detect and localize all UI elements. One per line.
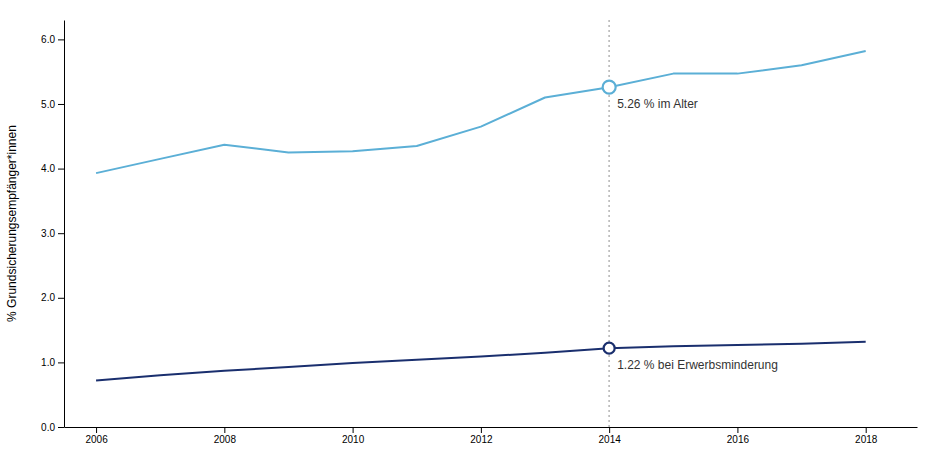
x-tick-mark <box>737 427 738 433</box>
y-tick-mark <box>58 233 64 234</box>
x-tick-mark <box>609 427 610 433</box>
y-tick-mark <box>58 362 64 363</box>
y-axis: 0.0 1.0 2.0 3.0 4.0 5.0 6.0 <box>41 21 64 433</box>
marks <box>96 20 866 427</box>
y-tick-label: 2.0 <box>41 292 55 303</box>
series-line <box>96 342 866 381</box>
x-tick-label: 2012 <box>470 434 493 445</box>
y-tick: 1.0 <box>41 357 64 368</box>
y-tick-mark <box>58 298 64 299</box>
y-tick: 6.0 <box>41 34 64 45</box>
x-tick-mark <box>481 427 482 433</box>
x-tick-mark <box>224 427 225 433</box>
x-tick-label: 2014 <box>599 434 622 445</box>
y-tick-mark <box>58 39 64 40</box>
y-tick: 2.0 <box>41 292 64 303</box>
y-tick-mark <box>58 169 64 170</box>
x-tick-label: 2016 <box>727 434 750 445</box>
highlight-marker <box>603 81 616 94</box>
y-tick-mark <box>58 104 64 105</box>
y-tick-mark <box>58 427 64 428</box>
x-tick: 2010 <box>342 427 365 445</box>
y-tick: 5.0 <box>41 99 64 110</box>
x-tick-mark <box>96 427 97 433</box>
x-axis: 2006 2008 2010 2012 2014 2016 2018 <box>65 427 918 445</box>
x-tick: 2018 <box>855 427 878 445</box>
y-tick-label: 6.0 <box>41 34 55 45</box>
y-tick-label: 5.0 <box>41 99 55 110</box>
y-tick: 3.0 <box>41 228 64 239</box>
y-tick-label: 4.0 <box>41 163 55 174</box>
plot: 2006 2008 2010 2012 2014 2016 2018 0.0 1.0 2.0 3.0… <box>5 20 918 445</box>
annotation: 5.26 % im Alter <box>617 97 698 111</box>
y-tick-label: 0.0 <box>41 422 55 433</box>
y-tick-label: 1.0 <box>41 357 55 368</box>
x-tick-mark <box>353 427 354 433</box>
series-line <box>96 51 866 173</box>
x-tick: 2006 <box>85 427 108 445</box>
x-tick-label: 2018 <box>855 434 878 445</box>
x-tick-label: 2008 <box>214 434 237 445</box>
y-tick-label: 3.0 <box>41 228 55 239</box>
y-axis-line <box>64 21 65 428</box>
x-tick: 2014 <box>599 427 622 445</box>
x-tick: 2016 <box>727 427 750 445</box>
annotations: 5.26 % im Alter 1.22 % bei Erwerbsminderu… <box>617 97 778 372</box>
annotation: 1.22 % bei Erwerbsminderung <box>617 358 778 372</box>
x-tick-label: 2006 <box>85 434 108 445</box>
highlight-marker <box>604 343 615 354</box>
y-tick: 4.0 <box>41 163 64 174</box>
x-tick-label: 2010 <box>342 434 365 445</box>
chart: 2006 2008 2010 2012 2014 2016 2018 0.0 1.0 2.0 3.0… <box>0 0 941 463</box>
y-tick: 0.0 <box>41 422 64 433</box>
x-tick: 2008 <box>214 427 237 445</box>
x-tick: 2012 <box>470 427 493 445</box>
x-tick-mark <box>866 427 867 433</box>
x-axis-line <box>65 427 918 428</box>
y-axis-title: % Grundsicherungsempfänger*innen <box>5 125 19 322</box>
